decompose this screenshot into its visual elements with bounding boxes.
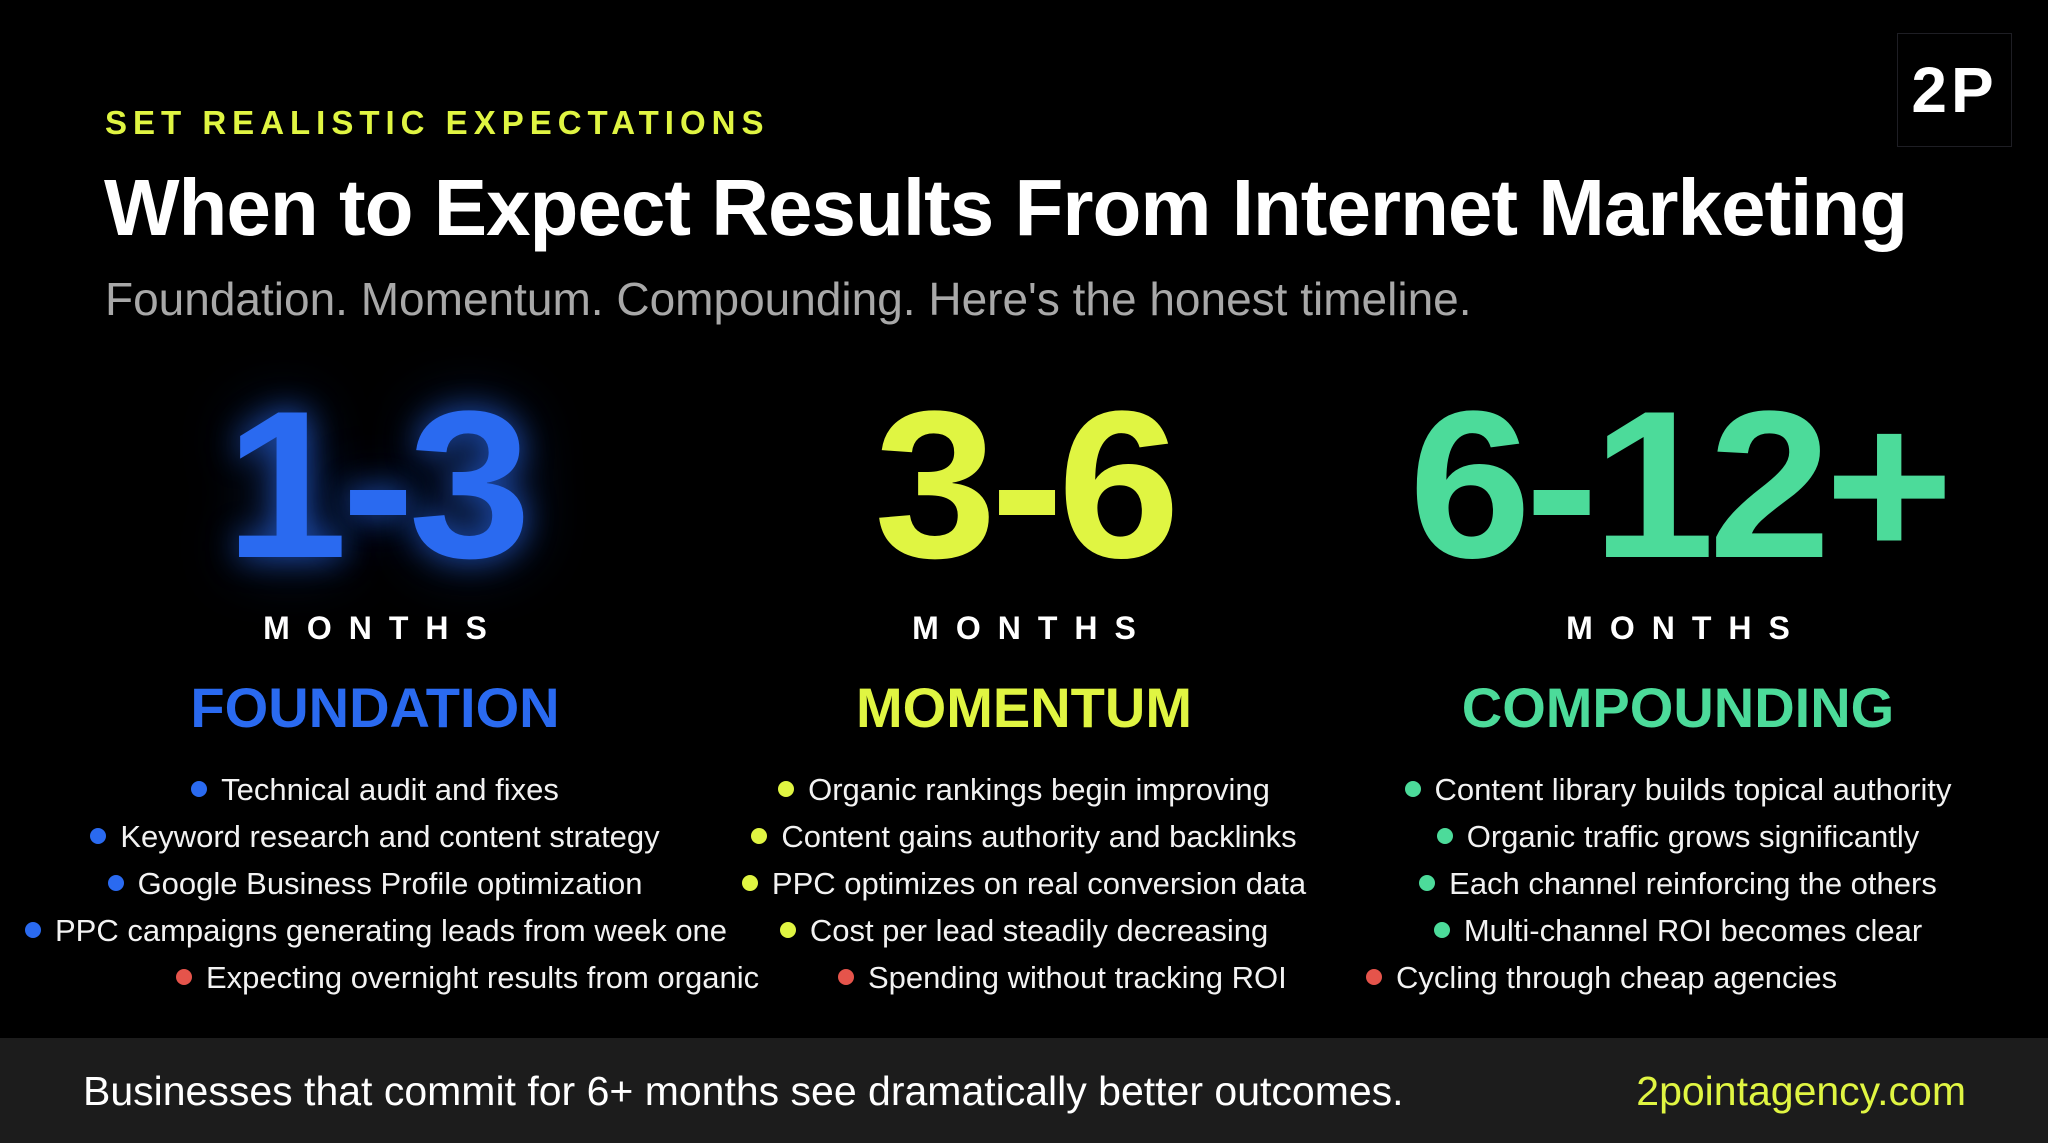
warning-item: Expecting overnight results from organic xyxy=(176,960,759,996)
list-item: Content gains authority and backlinks xyxy=(674,813,1374,860)
list-item-text: Keyword research and content strategy xyxy=(120,819,660,854)
bullet-dot-icon xyxy=(1366,968,1382,985)
bullet-dot-icon xyxy=(1433,921,1450,938)
list-item: Cost per lead steadily decreasing xyxy=(674,907,1374,954)
phase-unit: MONTHS xyxy=(263,610,504,646)
list-item-text: Organic rankings begin improving xyxy=(808,772,1270,807)
bullet-dot-icon xyxy=(1404,780,1421,797)
phase-range: 3-6 xyxy=(874,367,1180,602)
list-item-text: Content gains authority and backlinks xyxy=(781,819,1297,854)
page-title: When to Expect Results From Internet Mar… xyxy=(104,163,1908,252)
list-item-text: Multi-channel ROI becomes clear xyxy=(1463,913,1923,948)
list-item: PPC campaigns generating leads from week… xyxy=(25,907,728,954)
bullet-dot-icon xyxy=(107,874,124,891)
list-item-text: Each channel reinforcing the others xyxy=(1449,866,1937,901)
bullet-dot-icon xyxy=(751,827,768,844)
phase-list: Content library builds topical authority… xyxy=(1328,766,2028,954)
warning-item: Cycling through cheap agencies xyxy=(1366,960,1837,996)
footer-url[interactable]: 2pointagency.com xyxy=(1636,1068,1966,1114)
bullet-dot-icon xyxy=(741,874,758,891)
list-item-text: Content library builds topical authority xyxy=(1434,772,1952,807)
list-item: Organic traffic grows significantly xyxy=(1328,813,2028,860)
list-item: Technical audit and fixes xyxy=(25,766,725,813)
warning-text: Spending without tracking ROI xyxy=(868,960,1287,995)
warning-text: Expecting overnight results from organic xyxy=(206,960,760,995)
phase-range: 6-12+ xyxy=(1408,367,1954,602)
bullet-dot-icon xyxy=(25,921,41,938)
list-item: Content library builds topical authority xyxy=(1328,766,2028,813)
phase-unit: MONTHS xyxy=(1566,610,1807,646)
bullet-dot-icon xyxy=(778,780,795,797)
list-item: Each channel reinforcing the others xyxy=(1328,860,2028,907)
phase-column: 6-12+ MONTHS COMPOUNDING Content library … xyxy=(1328,380,2028,954)
bullet-dot-icon xyxy=(1419,874,1436,891)
phase-label: FOUNDATION xyxy=(190,676,560,739)
phase-column: 3-6 MONTHS MOMENTUM Organic rankings begi… xyxy=(674,380,1374,954)
warning-text: Cycling through cheap agencies xyxy=(1396,960,1838,995)
footer-text: Businesses that commit for 6+ months see… xyxy=(83,1068,1404,1114)
phase-range: 1-3 xyxy=(225,367,531,602)
warning-item: Spending without tracking ROI xyxy=(838,960,1287,996)
phase-label: COMPOUNDING xyxy=(1461,676,1895,739)
list-item: Organic rankings begin improving xyxy=(674,766,1374,813)
bullet-dot-icon xyxy=(779,921,796,938)
bullet-dot-icon xyxy=(176,968,192,985)
list-item-text: PPC optimizes on real conversion data xyxy=(771,866,1307,901)
phase-list: Organic rankings begin improving Content … xyxy=(674,766,1374,954)
phase-list: Technical audit and fixes Keyword researc… xyxy=(25,766,728,954)
list-item-text: PPC campaigns generating leads from week… xyxy=(55,913,728,948)
logo: 2P xyxy=(1897,33,2012,147)
bullet-dot-icon xyxy=(1436,827,1453,844)
bullet-dot-icon xyxy=(90,827,107,844)
list-item: PPC optimizes on real conversion data xyxy=(674,860,1374,907)
phase-column: 1-3 MONTHS FOUNDATION Technical audit and… xyxy=(25,380,728,954)
list-item-text: Technical audit and fixes xyxy=(221,772,559,807)
phase-unit: MONTHS xyxy=(912,610,1153,646)
subtitle: Foundation. Momentum. Compounding. Here'… xyxy=(105,273,1472,325)
list-item: Multi-channel ROI becomes clear xyxy=(1328,907,2028,954)
list-item: Google Business Profile optimization xyxy=(25,860,725,907)
list-item-text: Organic traffic grows significantly xyxy=(1466,819,1920,854)
phase-label: MOMENTUM xyxy=(856,676,1192,739)
list-item: Keyword research and content strategy xyxy=(25,813,725,860)
bullet-dot-icon xyxy=(191,780,208,797)
bullet-dot-icon xyxy=(838,968,854,985)
footer-bar xyxy=(0,1038,2048,1143)
eyebrow: SET REALISTIC EXPECTATIONS xyxy=(105,104,770,141)
list-item-text: Google Business Profile optimization xyxy=(137,866,643,901)
list-item-text: Cost per lead steadily decreasing xyxy=(809,913,1269,948)
